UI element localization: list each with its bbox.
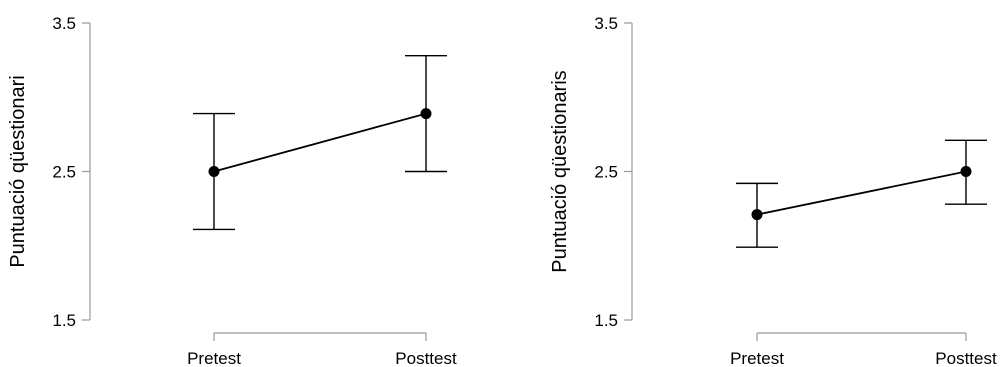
chart-panel-right: 1.5 2.5 3.5 Pretest Posttest Puntuació qüesti… [549,14,997,367]
y-tick-label: 2.5 [52,163,76,182]
y-tick-label: 3.5 [594,14,618,33]
x-tick-label: Pretest [187,349,241,367]
y-axis-label: Puntuació qüestionari [7,75,29,267]
y-tick-label: 1.5 [594,311,618,330]
y-tick-label: 2.5 [594,163,618,182]
y-tick-label: 1.5 [52,311,76,330]
y-axis-label: Puntuació qüestionaris [549,70,571,272]
y-tick-label: 3.5 [52,14,76,33]
data-point [420,108,432,120]
x-tick-label: Posttest [935,349,997,367]
x-tick-label: Pretest [730,349,784,367]
data-point [208,166,220,177]
series-line [756,170,967,216]
data-point [960,166,972,177]
x-tick-label: Posttest [395,349,457,367]
data-point [751,209,763,221]
chart-panel-left: 1.5 2.5 3.5 Pretest Posttest Puntuació qüesti… [7,14,457,367]
series-line [213,112,427,173]
